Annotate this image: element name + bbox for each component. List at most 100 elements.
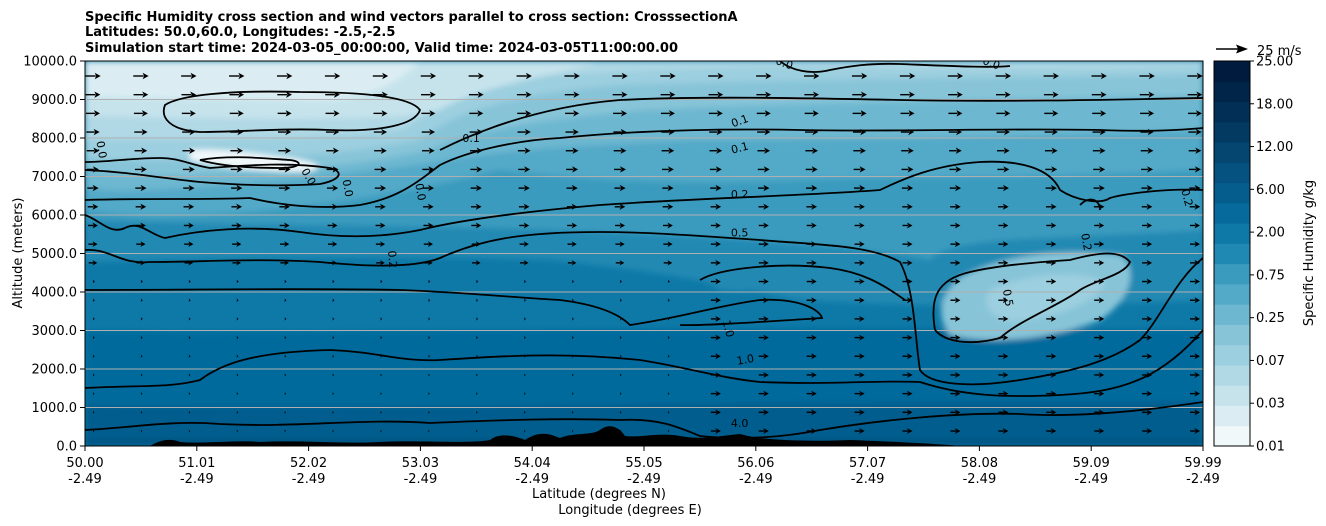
wind-vector-arrow xyxy=(285,91,292,98)
wind-vector-arrow xyxy=(140,184,147,192)
wind-vector-arrow xyxy=(764,110,771,117)
wind-vector-arrow xyxy=(286,72,293,80)
wind-vector-arrow xyxy=(284,410,287,414)
wind-vector-arrow xyxy=(1194,390,1200,397)
x-axis-ticks: 50.00-2.4951.01-2.4952.02-2.4953.03-2.49… xyxy=(66,446,1222,487)
wind-vector-arrow xyxy=(284,147,291,154)
wind-vector-arrow xyxy=(1195,110,1202,117)
contour-label: 0.0 xyxy=(981,54,1002,72)
wind-vector-arrow xyxy=(236,317,239,321)
wind-vector-arrow xyxy=(811,278,817,285)
humidity-field xyxy=(85,61,1203,446)
wind-vector-arrow xyxy=(332,373,335,377)
wind-vector-arrow xyxy=(763,222,769,229)
wind-vector-arrow xyxy=(332,354,335,358)
wind-vector-arrow xyxy=(476,392,478,396)
wind-vector-arrow xyxy=(1194,371,1200,378)
wind-vector-arrow xyxy=(811,166,818,173)
colorbar-label: Specific Humidity g/kg xyxy=(1302,180,1317,326)
wind-vector-arrow xyxy=(1002,428,1009,434)
wind-vector-arrow xyxy=(142,72,149,80)
wind-vector-arrow xyxy=(811,259,817,266)
wind-vector-arrow xyxy=(763,371,769,378)
wind-vector-arrow xyxy=(524,392,526,396)
wind-vector-arrow xyxy=(428,410,430,414)
wind-vector-arrow xyxy=(92,392,95,396)
colorbar-tick-label: 0.07 xyxy=(1256,354,1285,369)
wind-key-label: 25 m/s xyxy=(1257,44,1302,59)
wind-vector-arrow xyxy=(1002,241,1009,248)
wind-vector-arrow xyxy=(285,110,292,117)
wind-vector-arrow xyxy=(1050,278,1057,285)
wind-vector-arrow xyxy=(428,147,435,154)
wind-vector-arrow xyxy=(859,315,865,322)
wind-vector-arrow xyxy=(380,429,382,433)
wind-vector-arrow xyxy=(284,335,287,340)
wind-vector-arrow xyxy=(811,334,817,341)
wind-vector-arrow xyxy=(1195,147,1202,154)
colorbar-swatch xyxy=(1214,304,1250,325)
wind-vector-arrow xyxy=(1099,147,1106,154)
y-tick-label: 10000.0 xyxy=(23,55,77,70)
wind-vector-arrow xyxy=(427,203,434,210)
wind-vector-arrow xyxy=(140,317,143,321)
wind-vector-arrow xyxy=(907,428,913,434)
wind-vector-arrow xyxy=(763,315,769,322)
wind-vector-arrow xyxy=(811,184,818,192)
wind-vector-arrow xyxy=(476,298,479,302)
contour-0-0-inner xyxy=(199,156,300,169)
wind-vector-arrow xyxy=(332,392,335,396)
wind-vector-arrow xyxy=(1196,91,1203,98)
x-tick-label-lat: 50.00 xyxy=(66,456,103,471)
wind-vector-arrow xyxy=(476,373,478,377)
contour-label: 0.0 xyxy=(412,182,428,201)
wind-vector-arrow xyxy=(1146,353,1153,360)
wind-vector-arrow xyxy=(907,390,913,397)
y-axis-label: Altitude (meters) xyxy=(11,198,26,309)
wind-vector-arrow xyxy=(92,410,95,414)
wind-vector-arrow xyxy=(1050,222,1057,229)
wind-vector-arrow xyxy=(523,184,530,192)
wind-vector-arrow xyxy=(94,91,101,98)
wind-vector-arrow xyxy=(380,392,382,396)
wind-vector-arrow xyxy=(1050,334,1057,341)
wind-vector-arrow xyxy=(1147,147,1154,154)
wind-vector-arrow xyxy=(428,335,431,340)
wind-vector-arrow xyxy=(954,222,961,229)
chart-title-line-2: Latitudes: 50.0,60.0, Longitudes: -2.5,-… xyxy=(85,25,395,40)
wind-vector-arrow xyxy=(334,72,341,80)
wind-vector-arrow xyxy=(907,315,913,322)
wind-vector-arrow xyxy=(667,410,670,414)
wind-vector-arrow xyxy=(669,72,676,80)
colorbar-frame xyxy=(1213,60,1251,447)
wind-vector-arrow xyxy=(571,410,574,414)
wind-vector-arrow xyxy=(332,429,334,433)
wind-vector-arrow xyxy=(717,91,724,98)
x-tick-label-lat: 56.06 xyxy=(737,456,774,471)
wind-vector-arrow xyxy=(811,371,817,378)
wind-vector-arrow xyxy=(476,279,479,284)
x-tick-label-lon: -2.49 xyxy=(1074,472,1108,487)
wind-vector-arrow xyxy=(332,279,335,284)
wind-vector-arrow xyxy=(236,203,243,210)
wind-vector-arrow xyxy=(92,241,98,248)
contour-label: 0.1 xyxy=(729,112,750,130)
x-tick-label-lon: -2.49 xyxy=(1186,472,1220,487)
wind-vector-arrow xyxy=(1002,334,1009,341)
wind-vector-arrow xyxy=(573,91,580,98)
wind-vector-arrow xyxy=(236,410,239,414)
wind-vector-arrow xyxy=(428,298,431,302)
wind-vector-arrow xyxy=(909,72,916,80)
wind-vector-arrow xyxy=(380,298,383,302)
wind-vector-arrow xyxy=(619,392,622,396)
wind-key-arrow-head xyxy=(1236,44,1248,54)
colorbar-swatch xyxy=(1214,101,1250,123)
terrain-silhouette xyxy=(85,426,960,446)
wind-vector-arrow xyxy=(667,241,673,248)
wind-vector-arrow xyxy=(524,128,531,136)
wind-vector-arrow xyxy=(93,128,100,136)
wind-vector-arrow xyxy=(475,203,482,210)
contour-0-5 xyxy=(85,231,1203,386)
wind-vector-arrow xyxy=(238,72,245,80)
wind-vector-arrow xyxy=(236,298,239,302)
